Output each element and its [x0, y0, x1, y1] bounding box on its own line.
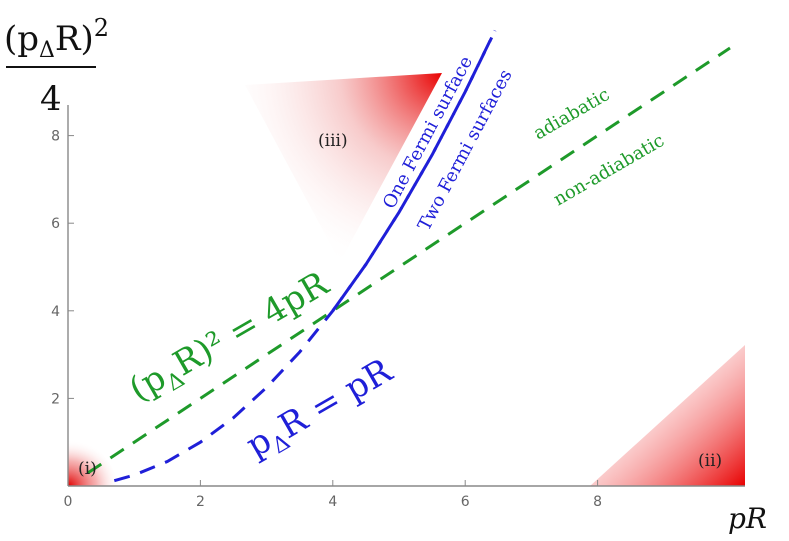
- x-tick-label: 8: [593, 494, 602, 510]
- y-label-numerator: (pΔR)2: [4, 14, 109, 63]
- region-ii-shading: [590, 345, 745, 486]
- y-label-denominator: 4: [40, 79, 62, 119]
- y-tick-label: 2: [51, 391, 60, 407]
- x-tick-label: 6: [461, 494, 470, 510]
- y-tick-label: 8: [51, 129, 60, 145]
- x-ticks: 0 2 4 6 8: [64, 480, 602, 510]
- series-line-0: [87, 46, 731, 475]
- x-tick-label: 0: [64, 494, 73, 510]
- series-line-1: [113, 36, 494, 483]
- y-tick-label: 6: [51, 216, 60, 232]
- region-i-label: (i): [78, 459, 97, 479]
- region-ii-label: (ii): [698, 451, 722, 471]
- x-tick-label: 4: [328, 494, 337, 510]
- axes: 0 2 4 6 8 2 4 6 8: [51, 105, 745, 510]
- curves: [87, 29, 731, 483]
- x-axis-label: pR: [728, 502, 767, 535]
- region-iii-shading: [245, 73, 442, 262]
- blue-curve-equation: pΔR = pR: [240, 350, 403, 470]
- region-i-shading: [68, 440, 120, 486]
- region-iii-label: (iii): [318, 131, 348, 151]
- adiabatic-label: adiabatic: [530, 84, 613, 144]
- x-tick-label: 2: [196, 494, 205, 510]
- y-tick-label: 4: [51, 304, 60, 320]
- y-axis-label: (pΔR)2 4: [4, 14, 109, 119]
- non-adiabatic-label: non-adiabatic: [550, 130, 668, 210]
- y-ticks: 2 4 6 8: [51, 129, 74, 407]
